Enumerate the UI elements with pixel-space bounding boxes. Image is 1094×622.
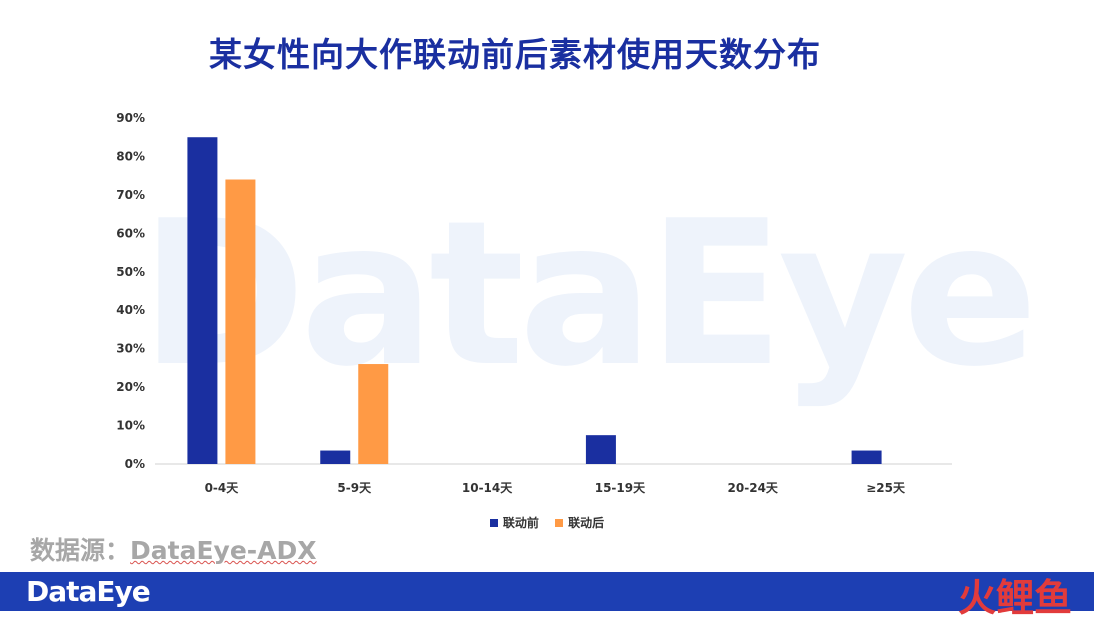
footer-partner-logo: 火鲤鱼 — [958, 567, 1072, 622]
footer-bar: DataEye 火鲤鱼 — [0, 572, 1094, 620]
bars — [187, 137, 882, 464]
y-tick-label: 40% — [116, 303, 145, 317]
source-name: DataEye-ADX — [130, 536, 317, 565]
x-tick-label: 20-24天 — [728, 481, 779, 495]
bar-before — [585, 435, 616, 464]
bar-after — [358, 364, 389, 464]
bar-before — [320, 450, 351, 464]
x-axis: 0-4天 5-9天 10-14天 15-19天 20-24天 ≥25天 — [205, 481, 906, 495]
y-tick-label: 0% — [125, 457, 145, 471]
legend-item-after: 联动后 — [555, 514, 604, 531]
y-tick-label: 30% — [116, 342, 145, 356]
x-tick-label: 15-19天 — [595, 481, 646, 495]
x-tick-label: 10-14天 — [462, 481, 513, 495]
legend-swatch-before — [489, 518, 498, 527]
y-tick-label: 90% — [116, 111, 145, 125]
y-tick-label: 80% — [116, 149, 145, 163]
y-axis: 0% 10% 20% 30% 40% 50% 60% 70% 80% 90% — [116, 111, 145, 471]
y-tick-label: 60% — [116, 226, 145, 240]
footer-logo-char-1: 火 — [957, 576, 996, 620]
bar-after — [225, 179, 256, 464]
y-tick-label: 20% — [116, 380, 145, 394]
x-tick-label: ≥25天 — [866, 481, 906, 495]
y-tick-label: 50% — [116, 265, 145, 279]
footer-logo-char-2: 鲤 — [995, 576, 1034, 620]
y-tick-label: 70% — [116, 188, 145, 202]
footer-logo-char-3: 鱼 — [1033, 576, 1072, 620]
legend-swatch-after — [555, 518, 564, 527]
legend-item-before: 联动前 — [489, 514, 539, 531]
watermark: DataEye — [140, 178, 1038, 411]
y-tick-label: 10% — [116, 419, 145, 433]
legend-label-after: 联动后 — [568, 516, 605, 530]
legend-label-before: 联动前 — [502, 516, 539, 530]
bar-before — [187, 137, 218, 464]
legend: 联动前 联动后 — [0, 514, 1094, 531]
x-tick-label: 0-4天 — [205, 481, 240, 495]
bar-before — [851, 450, 882, 464]
data-source: 数据源：DataEye-ADX — [30, 531, 317, 567]
source-label: 数据源： — [30, 536, 131, 565]
footer-brand-logo: DataEye — [26, 575, 151, 608]
chart-title: 某女性向大作联动前后素材使用天数分布 — [209, 35, 821, 74]
x-tick-label: 5-9天 — [337, 481, 372, 495]
